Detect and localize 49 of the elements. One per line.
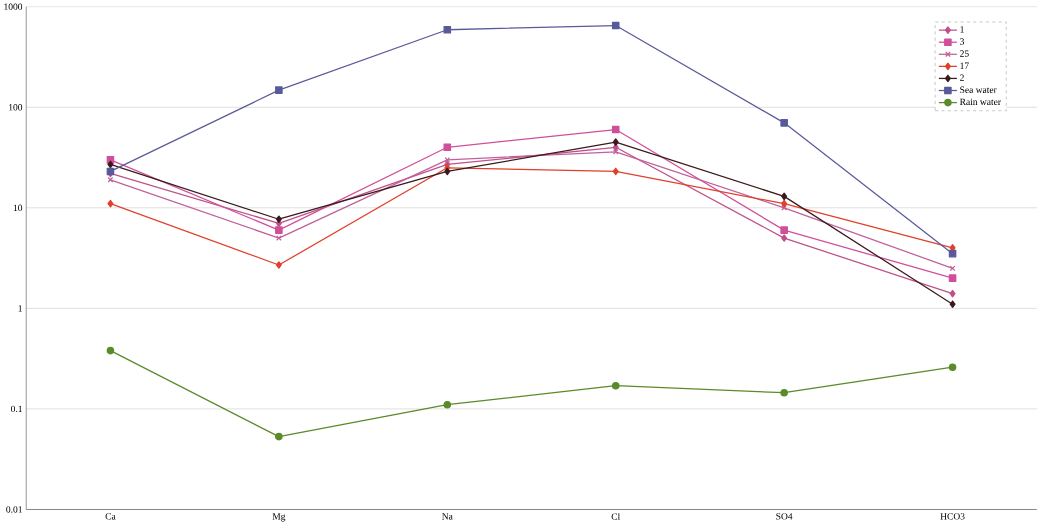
point bbox=[276, 235, 282, 241]
legend-label: 25 bbox=[960, 50, 969, 57]
point bbox=[780, 388, 788, 397]
legend-label: 3 bbox=[960, 38, 965, 45]
point bbox=[443, 143, 452, 152]
point bbox=[611, 381, 620, 390]
point bbox=[275, 86, 283, 94]
point bbox=[275, 215, 282, 224]
point bbox=[949, 289, 956, 298]
legend-label: Sea water bbox=[960, 86, 997, 93]
point bbox=[781, 192, 788, 201]
y-tick-label: 1000 bbox=[4, 3, 23, 10]
point bbox=[107, 199, 114, 208]
y-tick-label: 100 bbox=[9, 104, 23, 111]
x-tick-label: Na bbox=[442, 513, 453, 520]
point bbox=[444, 157, 451, 163]
legend-label: 17 bbox=[960, 62, 969, 69]
point bbox=[275, 261, 282, 269]
legend-label: 1 bbox=[960, 26, 964, 33]
point bbox=[948, 363, 957, 371]
point bbox=[781, 234, 788, 242]
point bbox=[106, 346, 115, 355]
point bbox=[949, 300, 956, 309]
point bbox=[612, 167, 619, 176]
point bbox=[781, 199, 788, 208]
x-tick-label: Cl bbox=[611, 513, 621, 520]
point bbox=[107, 160, 114, 169]
point bbox=[612, 138, 619, 146]
point bbox=[444, 167, 451, 176]
legend-label: Rain water bbox=[959, 98, 1001, 106]
point bbox=[443, 26, 452, 34]
x-tick-label: SO4 bbox=[776, 513, 793, 520]
y-tick-label: 10 bbox=[13, 204, 23, 212]
x-tick-label: Ca bbox=[105, 513, 116, 520]
point bbox=[275, 226, 283, 234]
point bbox=[780, 226, 788, 234]
y-tick-label: 0.01 bbox=[6, 506, 22, 513]
point bbox=[611, 125, 620, 134]
point bbox=[780, 119, 788, 127]
y-tick-label: 1 bbox=[18, 305, 22, 312]
x-tick-label: HCO3 bbox=[940, 513, 965, 520]
x-tick-label: Mg bbox=[272, 513, 286, 522]
y-tick-label: 0.1 bbox=[11, 405, 22, 413]
legend-label: 2 bbox=[960, 74, 964, 81]
point bbox=[948, 274, 957, 282]
point bbox=[611, 21, 620, 30]
point bbox=[443, 400, 452, 409]
point bbox=[612, 149, 619, 155]
point bbox=[275, 432, 283, 441]
